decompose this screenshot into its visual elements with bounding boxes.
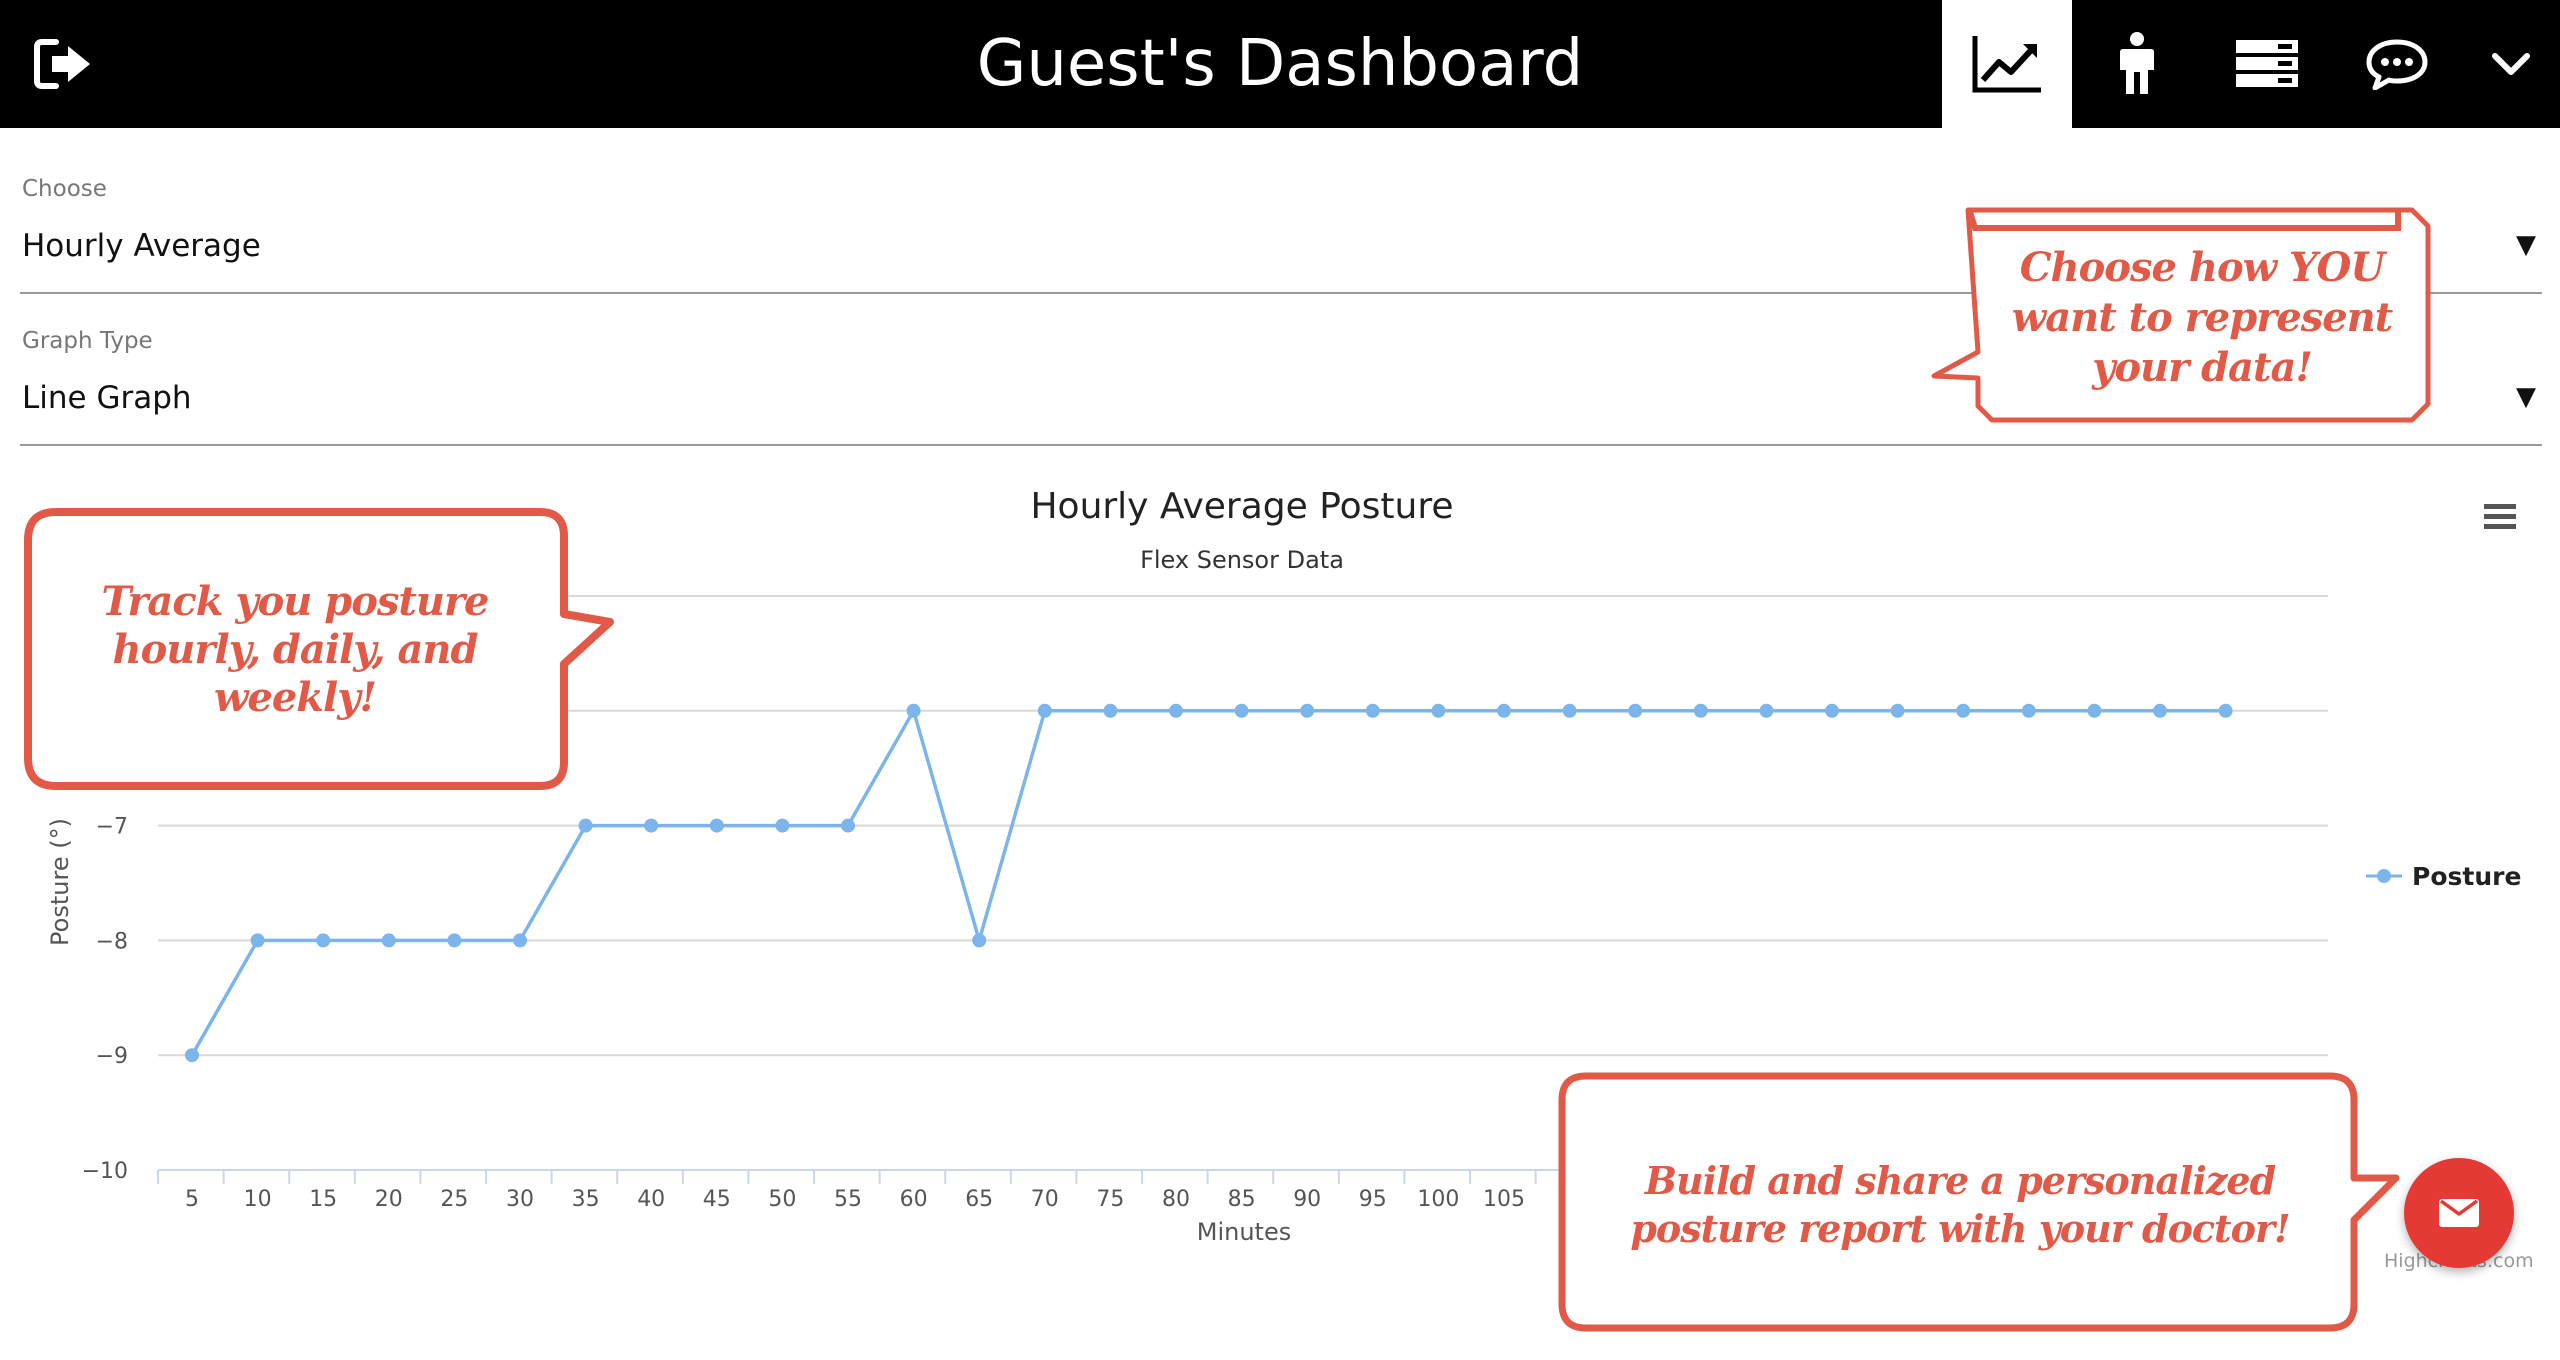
nav-data-button[interactable] [2202,0,2332,128]
graph-type-dropdown-icon: ▼ [2516,382,2536,412]
nav-charts-button[interactable] [1942,0,2072,128]
data-point[interactable] [906,703,921,718]
data-point[interactable] [2087,703,2102,718]
x-tick-label: 90 [1293,1187,1321,1212]
y-tick-label: −7 [96,815,128,840]
x-tick-label: 10 [244,1187,272,1212]
data-point[interactable] [1431,703,1446,718]
data-point[interactable] [447,933,462,948]
data-point[interactable] [1562,703,1577,718]
x-tick-label: 100 [1417,1187,1459,1212]
data-point[interactable] [1497,703,1511,718]
y-tick-label: −8 [96,929,128,954]
data-point[interactable] [644,818,659,833]
x-tick-label: 95 [1359,1187,1387,1212]
graph-type-label: Graph Type [22,328,153,354]
y-tick-label: −9 [96,1044,128,1069]
x-tick-label: 85 [1228,1187,1256,1212]
server-icon [2236,40,2298,87]
choose-dropdown-icon: ▼ [2516,230,2536,260]
data-point[interactable] [1365,703,1380,718]
callout-report-text: Build and share a personalized posture r… [1630,1158,2290,1251]
mail-icon [2439,1199,2479,1227]
logout-icon[interactable] [34,38,94,90]
legend-marker-icon [2366,869,2402,883]
x-tick-label: 75 [1096,1187,1124,1212]
data-point[interactable] [1890,703,1905,718]
chart-subtitle: Flex Sensor Data [1140,546,1344,574]
chevron-down-icon [2492,53,2530,75]
x-tick-label: 35 [572,1187,600,1212]
chat-bubble-icon [2366,39,2428,90]
data-point[interactable] [1103,703,1118,718]
x-tick-label: 65 [965,1187,993,1212]
series-line-posture [190,709,2226,1057]
data-point[interactable] [2218,703,2233,718]
data-point[interactable] [1234,703,1249,718]
data-point[interactable] [775,818,790,833]
data-point[interactable] [1693,703,1708,718]
graph-type-select-value: Line Graph [22,380,192,416]
x-tick-label: 20 [375,1187,403,1212]
x-tick-label: 50 [768,1187,796,1212]
data-point[interactable] [1759,703,1774,718]
x-tick-label: 55 [834,1187,862,1212]
data-point[interactable] [250,933,265,948]
data-point[interactable] [381,933,396,948]
data-point[interactable] [1037,703,1052,718]
data-point[interactable] [972,933,987,948]
x-tick-label: 45 [703,1187,731,1212]
data-point[interactable] [1169,703,1183,718]
data-point[interactable] [2153,703,2167,718]
data-point[interactable] [1300,703,1315,718]
y-axis-title: Posture (°) [46,818,74,946]
line-chart-icon [1972,36,2041,93]
x-tick-label: 70 [1031,1187,1059,1212]
data-point[interactable] [513,933,527,948]
data-point[interactable] [2021,703,2036,718]
callout-representation-text: Choose how YOU want to represent your da… [2011,244,2393,391]
chart-title: Hourly Average Posture [1030,486,1454,527]
x-tick-label: 105 [1483,1187,1525,1212]
choose-underline [20,292,2542,294]
x-tick-label: 5 [185,1187,199,1212]
nav-more-button[interactable] [2462,0,2560,128]
y-tick-label: −10 [82,1159,128,1184]
x-tick-label: 15 [309,1187,337,1212]
x-tick-label: 40 [637,1187,665,1212]
choose-label: Choose [22,176,107,202]
x-tick-label: 60 [900,1187,928,1212]
data-point[interactable] [709,818,724,833]
x-tick-label: 1 [1563,1187,1577,1212]
callout-tracking-text: Track you posture hourly, daily, and wee… [101,578,489,721]
graph-type-underline [20,444,2542,446]
share-report-button[interactable] [2404,1158,2514,1268]
x-tick-label: 80 [1162,1187,1190,1212]
x-tick-label: 25 [440,1187,468,1212]
legend-label: Posture [2412,861,2522,891]
nav-chat-button[interactable] [2332,0,2462,128]
choose-select-value: Hourly Average [22,228,261,264]
chart-menu-icon[interactable] [2480,500,2520,534]
data-point[interactable] [316,933,331,948]
nav-posture-button[interactable] [2072,0,2202,128]
data-point[interactable] [185,1048,199,1063]
data-point[interactable] [1628,703,1643,718]
legend-item-posture[interactable]: Posture [2366,860,2521,892]
data-point[interactable] [1825,703,1839,718]
x-axis-title: Minutes [1197,1218,1291,1246]
data-point[interactable] [1956,703,1971,718]
data-point[interactable] [841,818,855,833]
data-point[interactable] [578,818,593,833]
person-icon [2120,32,2154,94]
x-tick-label: 30 [506,1187,534,1212]
